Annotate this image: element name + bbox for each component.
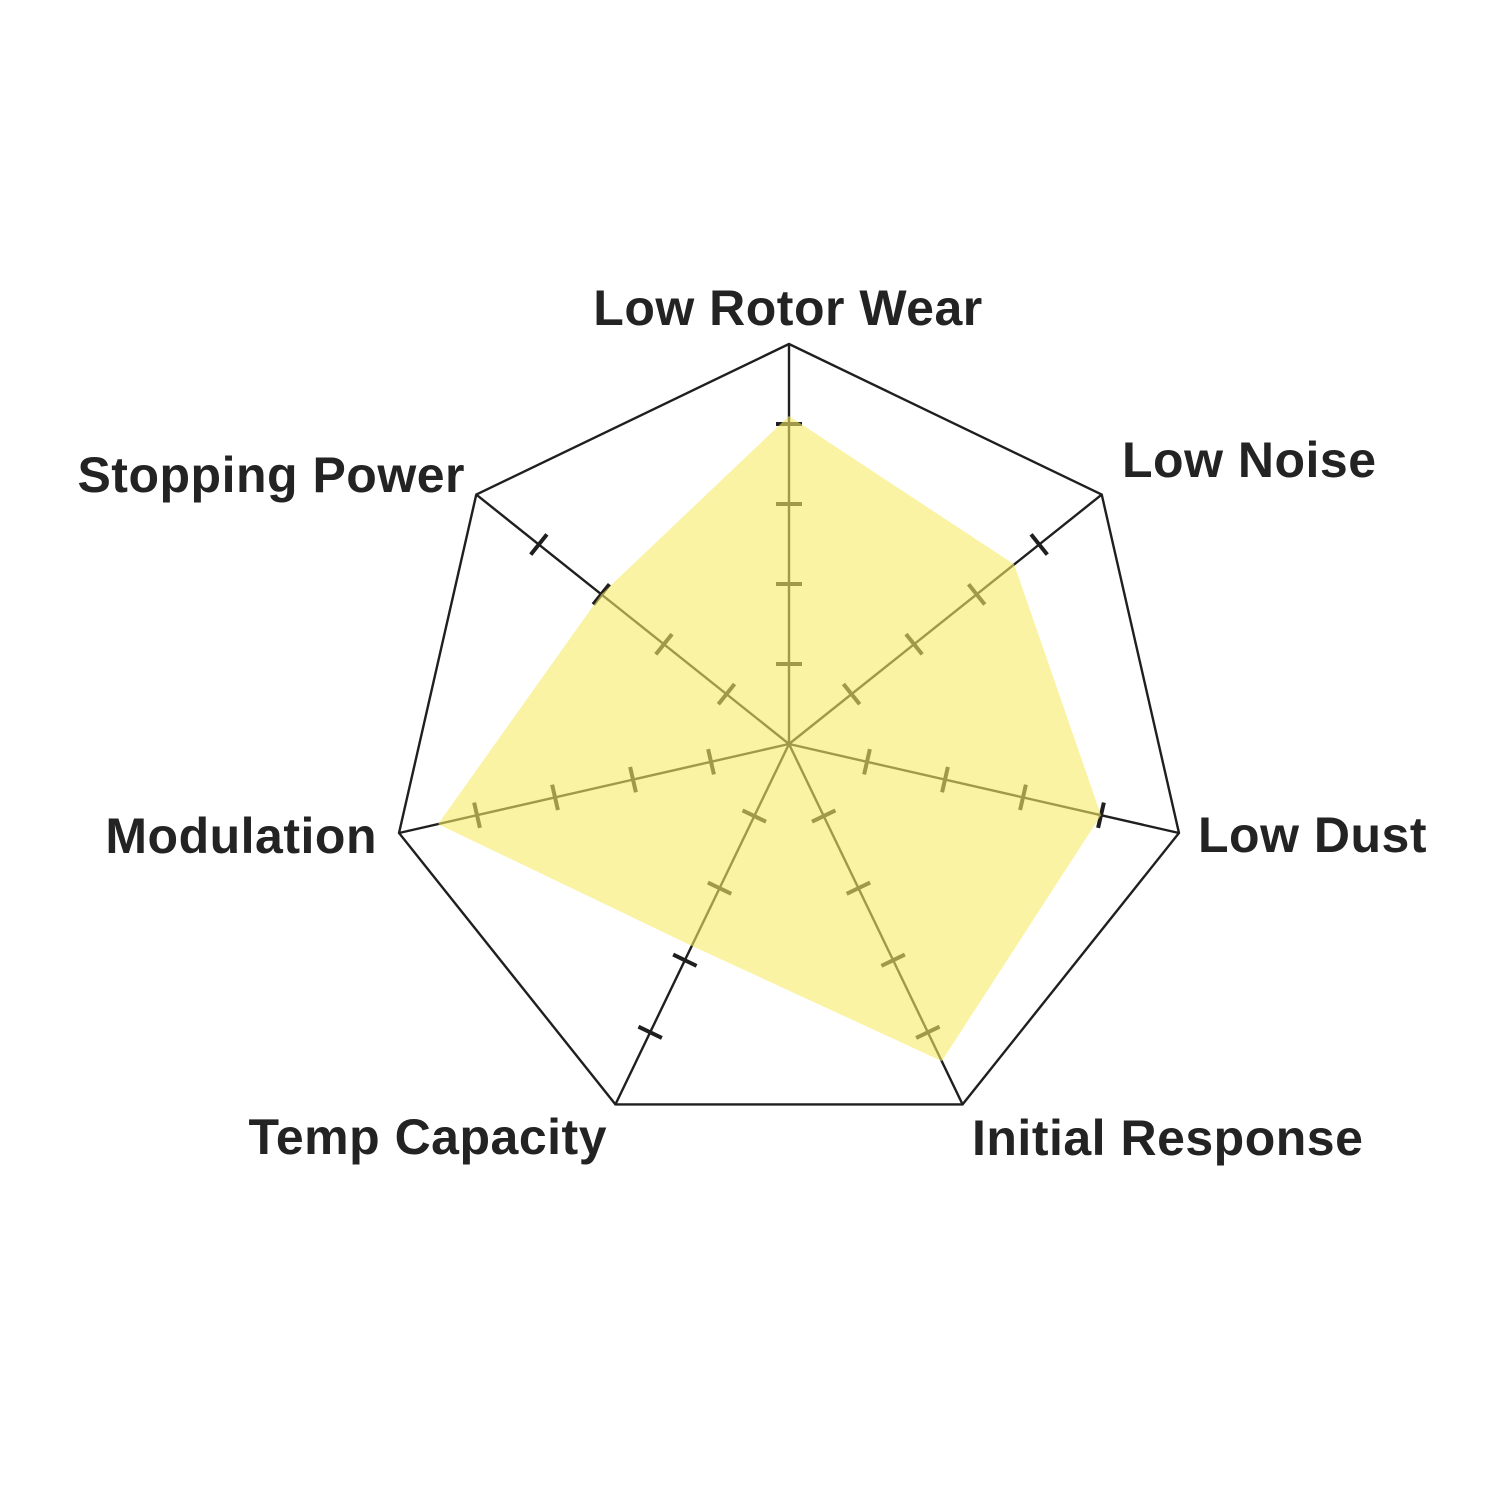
axis-label-low-noise: Low Noise [1122, 432, 1377, 488]
axis-tick [1096, 802, 1106, 829]
axis-label-initial-response: Initial Response [972, 1110, 1364, 1166]
axis-label-modulation: Modulation [105, 808, 377, 864]
data-polygon [438, 416, 1101, 1062]
axis-label-low-dust: Low Dust [1198, 807, 1427, 863]
axis-tick [1029, 533, 1049, 556]
axis-tick [637, 1024, 663, 1040]
axis-label-stopping-power: Stopping Power [77, 447, 465, 503]
axis-label-temp-capacity: Temp Capacity [248, 1109, 607, 1165]
axis-label-low-rotor-wear: Low Rotor Wear [593, 280, 983, 336]
axis-tick [529, 533, 549, 556]
axis-tick [672, 952, 698, 968]
outer-heptagon-outline [397, 342, 1181, 1106]
